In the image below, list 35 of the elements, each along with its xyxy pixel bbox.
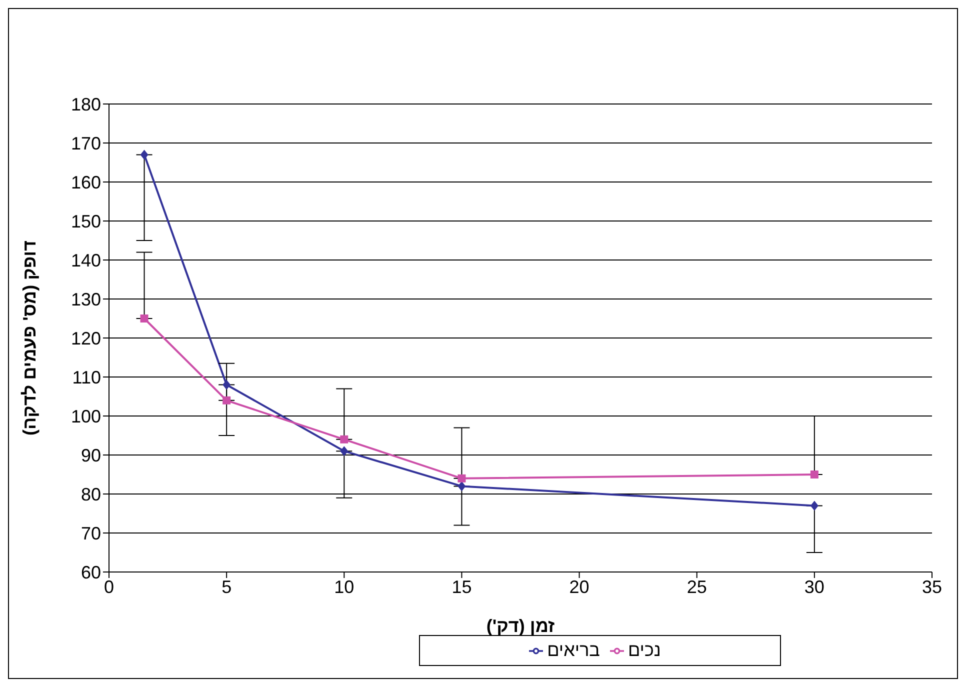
x-tick-label: 25: [686, 576, 707, 597]
y-tick-label: 120: [70, 328, 101, 348]
y-tick-label: 70: [80, 523, 101, 544]
point: [458, 481, 466, 492]
x-tick-label: 5: [222, 576, 232, 597]
legend-label: בריאים: [547, 640, 600, 660]
point: [140, 314, 148, 322]
x-tick-label: 0: [104, 576, 114, 597]
y-tick-label: 90: [80, 445, 101, 466]
point: [222, 396, 231, 404]
point: [340, 446, 348, 456]
point: [810, 470, 818, 478]
y-tick-label: 80: [80, 484, 101, 504]
y-axis-title: דופק (מס' פעמים לדקה): [19, 240, 40, 436]
x-tick-label: 30: [804, 576, 824, 597]
x-tick-label: 35: [922, 576, 942, 597]
y-tick-label: 60: [80, 562, 101, 582]
point: [140, 150, 148, 160]
y-tick-label: 150: [70, 211, 101, 232]
point: [458, 474, 466, 482]
x-axis-title: זמן (דק'): [486, 616, 556, 636]
point: [222, 380, 231, 390]
point: [810, 500, 818, 511]
x-tick-label: 10: [334, 576, 354, 597]
y-tick-label: 170: [70, 133, 101, 154]
y-tick-label: 160: [70, 172, 101, 192]
x-tick-label: 15: [452, 576, 472, 597]
y-tick-label: 180: [70, 94, 101, 114]
y-tick-label: 110: [72, 367, 101, 388]
point: [340, 435, 348, 444]
x-tick-label: 20: [569, 576, 590, 597]
y-tick-label: 140: [70, 250, 101, 270]
y-tick-label: 130: [70, 289, 101, 310]
legend-label: נכים: [628, 640, 661, 660]
y-tick-label: 100: [70, 406, 101, 426]
